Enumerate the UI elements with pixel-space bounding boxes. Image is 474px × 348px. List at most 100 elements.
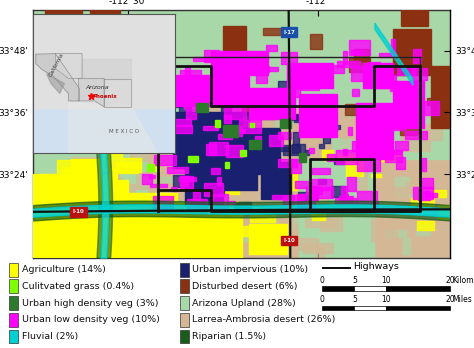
Polygon shape: [36, 54, 80, 101]
Bar: [114, 234, 134, 242]
Bar: [374, 10, 450, 159]
Bar: [258, 113, 275, 119]
Bar: [401, 10, 428, 26]
Bar: [132, 80, 144, 89]
Bar: [427, 182, 443, 194]
Bar: [149, 175, 155, 178]
Bar: [250, 90, 256, 106]
Bar: [352, 89, 359, 96]
Bar: [221, 183, 228, 187]
Bar: [105, 41, 116, 53]
Bar: [147, 164, 154, 171]
Bar: [410, 3, 419, 15]
Bar: [269, 160, 277, 171]
Bar: [419, 46, 431, 49]
Bar: [209, 142, 228, 155]
Bar: [283, 182, 301, 185]
Bar: [225, 161, 229, 168]
Bar: [224, 114, 230, 123]
Bar: [143, 56, 155, 70]
Bar: [269, 223, 297, 233]
Bar: [183, 147, 210, 154]
Bar: [114, 99, 120, 116]
Bar: [357, 191, 376, 205]
Bar: [216, 228, 229, 243]
Bar: [400, 119, 419, 135]
Bar: [36, 129, 62, 138]
Bar: [383, 150, 401, 154]
Bar: [416, 224, 430, 235]
Bar: [173, 75, 249, 106]
Bar: [102, 161, 117, 178]
Bar: [292, 195, 304, 203]
Bar: [298, 192, 317, 200]
Bar: [283, 145, 300, 155]
Bar: [199, 179, 218, 187]
Bar: [391, 81, 401, 91]
Text: M E X I C O: M E X I C O: [109, 129, 139, 134]
Bar: [228, 46, 232, 58]
Bar: [431, 66, 454, 128]
Bar: [172, 116, 200, 134]
Bar: [167, 82, 191, 94]
Bar: [197, 205, 205, 208]
Bar: [278, 159, 297, 167]
Bar: [275, 173, 297, 190]
Bar: [198, 168, 214, 175]
Bar: [103, 178, 122, 188]
Bar: [299, 94, 337, 137]
Bar: [62, 167, 91, 172]
Bar: [169, 125, 174, 128]
Bar: [309, 148, 314, 153]
Bar: [392, 120, 413, 125]
Text: 5: 5: [352, 295, 357, 304]
Polygon shape: [104, 79, 131, 107]
Bar: [180, 70, 201, 78]
Bar: [327, 154, 335, 160]
Bar: [67, 214, 80, 223]
Bar: [195, 126, 213, 131]
Bar: [189, 198, 195, 205]
Bar: [397, 68, 415, 76]
Bar: [416, 171, 447, 190]
Bar: [33, 174, 117, 211]
Bar: [168, 119, 205, 132]
Bar: [349, 40, 370, 55]
Polygon shape: [69, 101, 157, 153]
Bar: [281, 52, 297, 64]
Bar: [384, 230, 406, 237]
Bar: [432, 190, 446, 197]
Bar: [352, 141, 356, 151]
Bar: [217, 123, 237, 136]
Bar: [348, 57, 370, 72]
Bar: [264, 150, 278, 161]
Bar: [276, 39, 288, 56]
Bar: [217, 177, 221, 185]
Bar: [224, 68, 245, 71]
Bar: [147, 220, 165, 231]
Bar: [263, 28, 283, 35]
Bar: [126, 242, 151, 248]
Bar: [418, 203, 436, 218]
Bar: [265, 204, 273, 218]
Bar: [149, 150, 173, 161]
Bar: [130, 151, 162, 161]
Bar: [358, 168, 367, 190]
Bar: [206, 185, 224, 196]
Bar: [206, 118, 211, 128]
Bar: [246, 66, 269, 72]
Bar: [44, 118, 73, 138]
Bar: [248, 163, 262, 168]
Bar: [280, 119, 291, 128]
Bar: [33, 14, 175, 108]
Bar: [346, 111, 367, 116]
Bar: [228, 189, 252, 209]
Bar: [155, 92, 162, 102]
Bar: [210, 182, 219, 193]
Bar: [55, 209, 76, 219]
Bar: [323, 131, 330, 143]
Bar: [367, 62, 380, 74]
Bar: [166, 124, 180, 128]
Bar: [260, 223, 278, 241]
Bar: [287, 141, 304, 152]
